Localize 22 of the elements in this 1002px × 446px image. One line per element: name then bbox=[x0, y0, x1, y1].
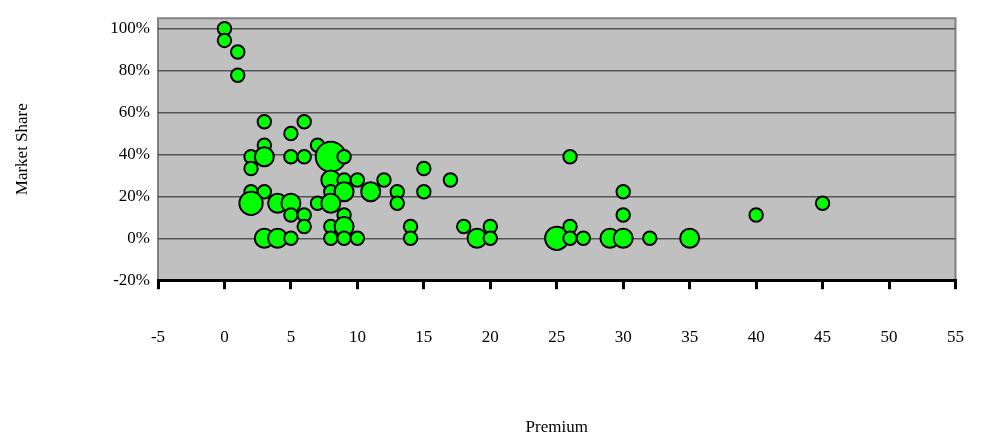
x-tick-label: -5 bbox=[150, 326, 166, 346]
x-tick-label: 10 bbox=[348, 326, 366, 346]
y-tick-label: 40% bbox=[118, 143, 150, 163]
y-tick-label: 0% bbox=[127, 227, 150, 247]
y-tick-label: -20% bbox=[113, 269, 150, 289]
x-tick-label: 20 bbox=[481, 326, 499, 346]
x-tick-label: 30 bbox=[614, 326, 632, 346]
y-axis-title: Market Share bbox=[11, 103, 31, 196]
x-tick-label: 25 bbox=[548, 326, 566, 346]
x-tick-label: 35 bbox=[681, 326, 699, 346]
x-tick-label: 0 bbox=[220, 326, 229, 346]
x-tick-label: 5 bbox=[286, 326, 296, 346]
y-tick-label: 20% bbox=[118, 185, 150, 205]
x-tick-label: 45 bbox=[814, 326, 832, 346]
x-axis-title: Premium bbox=[525, 417, 588, 437]
x-tick-label: 55 bbox=[947, 326, 964, 346]
y-tick-label: 60% bbox=[118, 101, 150, 121]
y-tick-label: 100% bbox=[110, 18, 150, 38]
x-tick-label: 50 bbox=[880, 326, 898, 346]
x-tick-label: 40 bbox=[747, 326, 765, 346]
x-tick-label: 15 bbox=[415, 326, 433, 346]
y-tick-label: 80% bbox=[118, 60, 150, 80]
